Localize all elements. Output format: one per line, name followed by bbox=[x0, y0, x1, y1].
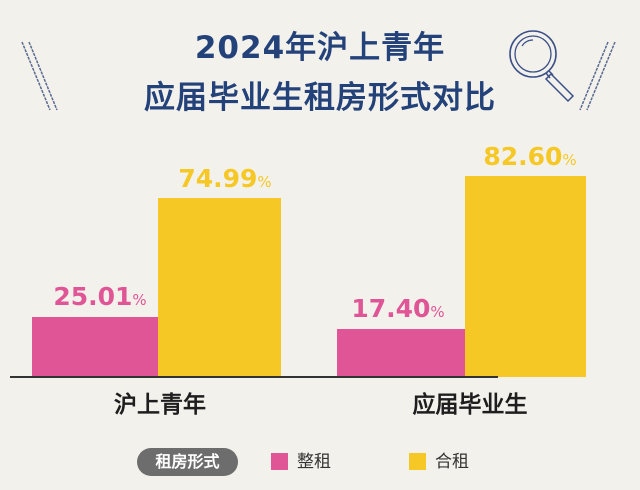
double-slash-left-icon bbox=[21, 41, 58, 111]
bar-g1-shared-rent bbox=[158, 198, 281, 377]
value-label-g1-shared: 74.99% bbox=[145, 164, 305, 197]
value-label-g1-whole: 25.01% bbox=[20, 282, 180, 315]
legend-swatch-whole-rent bbox=[271, 453, 288, 470]
value-number: 82.60 bbox=[483, 142, 563, 171]
value-unit: % bbox=[132, 291, 147, 309]
legend-title-badge: 租房形式 bbox=[137, 448, 238, 476]
category-label-shanghai-youth: 沪上青年 bbox=[114, 392, 206, 418]
value-unit: % bbox=[562, 151, 577, 169]
legend-swatch-shared-rent bbox=[409, 453, 426, 470]
value-unit: % bbox=[257, 173, 272, 191]
value-number: 17.40 bbox=[351, 294, 431, 323]
legend-label-whole-rent: 整租 bbox=[297, 452, 331, 472]
bar-g2-shared-rent bbox=[465, 176, 586, 377]
bar-g2-whole-rent bbox=[337, 329, 465, 377]
value-label-g2-whole: 17.40% bbox=[318, 294, 478, 327]
category-label-graduates: 应届毕业生 bbox=[412, 392, 528, 418]
value-number: 74.99 bbox=[178, 164, 258, 193]
magnifying-glass-icon bbox=[509, 30, 575, 103]
chart-title-line1: 2024年沪上青年 bbox=[194, 30, 446, 66]
legend-label-shared-rent: 合租 bbox=[435, 452, 469, 472]
bar-g1-whole-rent bbox=[32, 317, 158, 377]
chart-title-line2: 应届毕业生租房形式对比 bbox=[144, 80, 496, 116]
value-number: 25.01 bbox=[53, 282, 133, 311]
value-label-g2-shared: 82.60% bbox=[450, 142, 610, 175]
value-unit: % bbox=[430, 303, 445, 321]
double-slash-right-icon bbox=[579, 41, 616, 111]
x-axis-baseline bbox=[10, 376, 498, 378]
